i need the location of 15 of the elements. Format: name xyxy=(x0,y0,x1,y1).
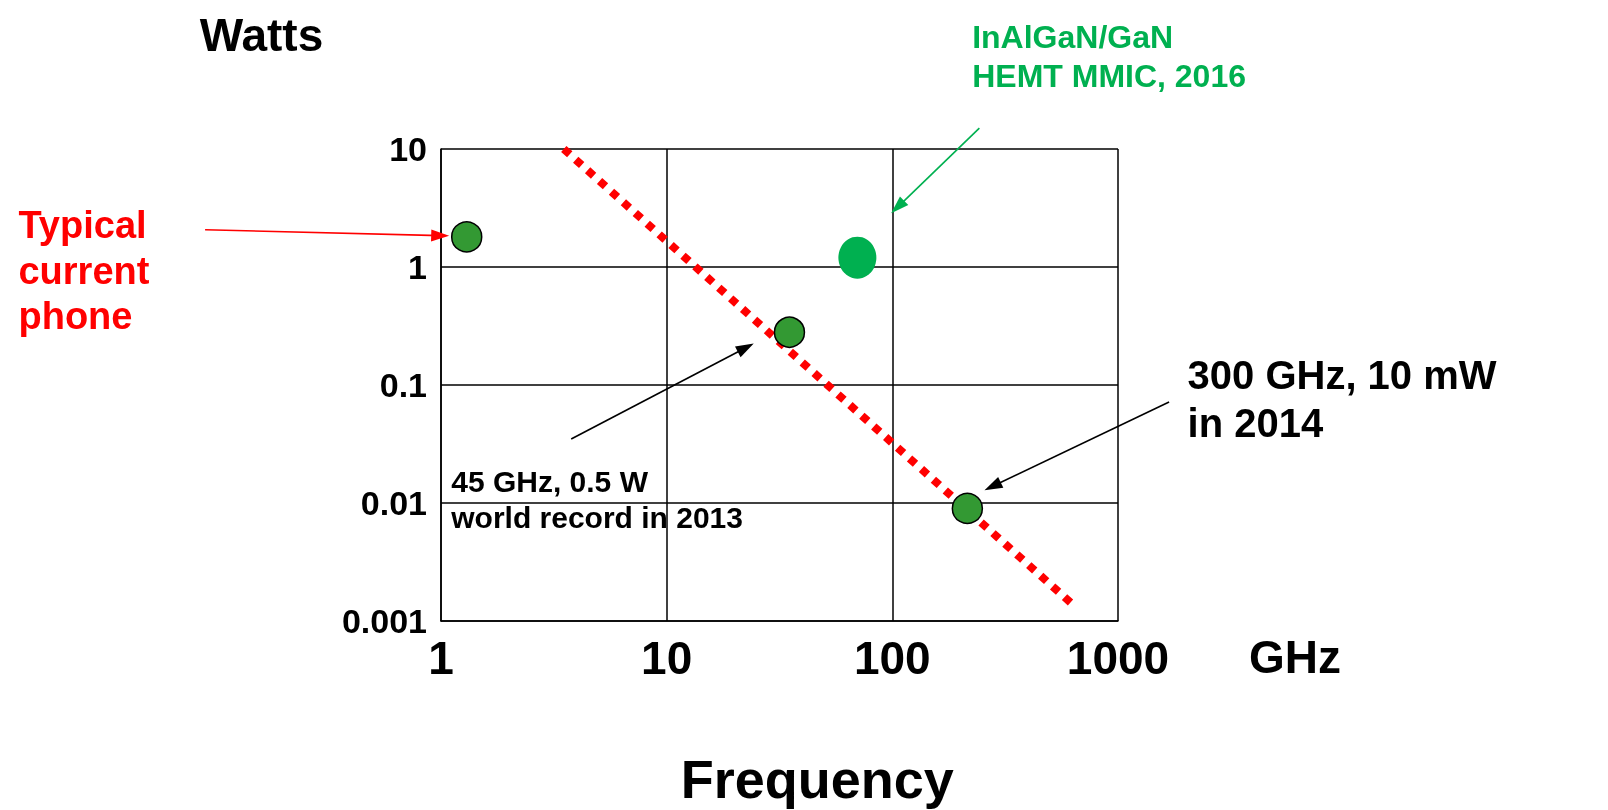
y-tick-label: 0.01 xyxy=(360,484,427,522)
text: GHz xyxy=(1249,629,1342,685)
y-axis-title: Watts xyxy=(199,8,324,64)
x-tick-label: 100 xyxy=(853,632,931,684)
y-tick-label: 0.001 xyxy=(341,602,427,640)
y-tick-label: 0.1 xyxy=(379,366,427,404)
annotation: 45 GHz, 0.5 W world record in 2013 xyxy=(451,463,743,536)
text: Typical current phone xyxy=(18,203,150,340)
x-axis-title: Frequency xyxy=(680,747,954,810)
x-tick-label: 10 xyxy=(641,632,693,684)
y-tick-label: 1 xyxy=(408,248,427,286)
text: InAlGaN/GaN HEMT MMIC, 2016 xyxy=(972,18,1246,96)
text: 300 GHz, 10 mW in 2014 xyxy=(1187,351,1497,447)
y-tick-label: 10 xyxy=(389,130,427,168)
x-tick-label: 1000 xyxy=(1066,632,1170,684)
